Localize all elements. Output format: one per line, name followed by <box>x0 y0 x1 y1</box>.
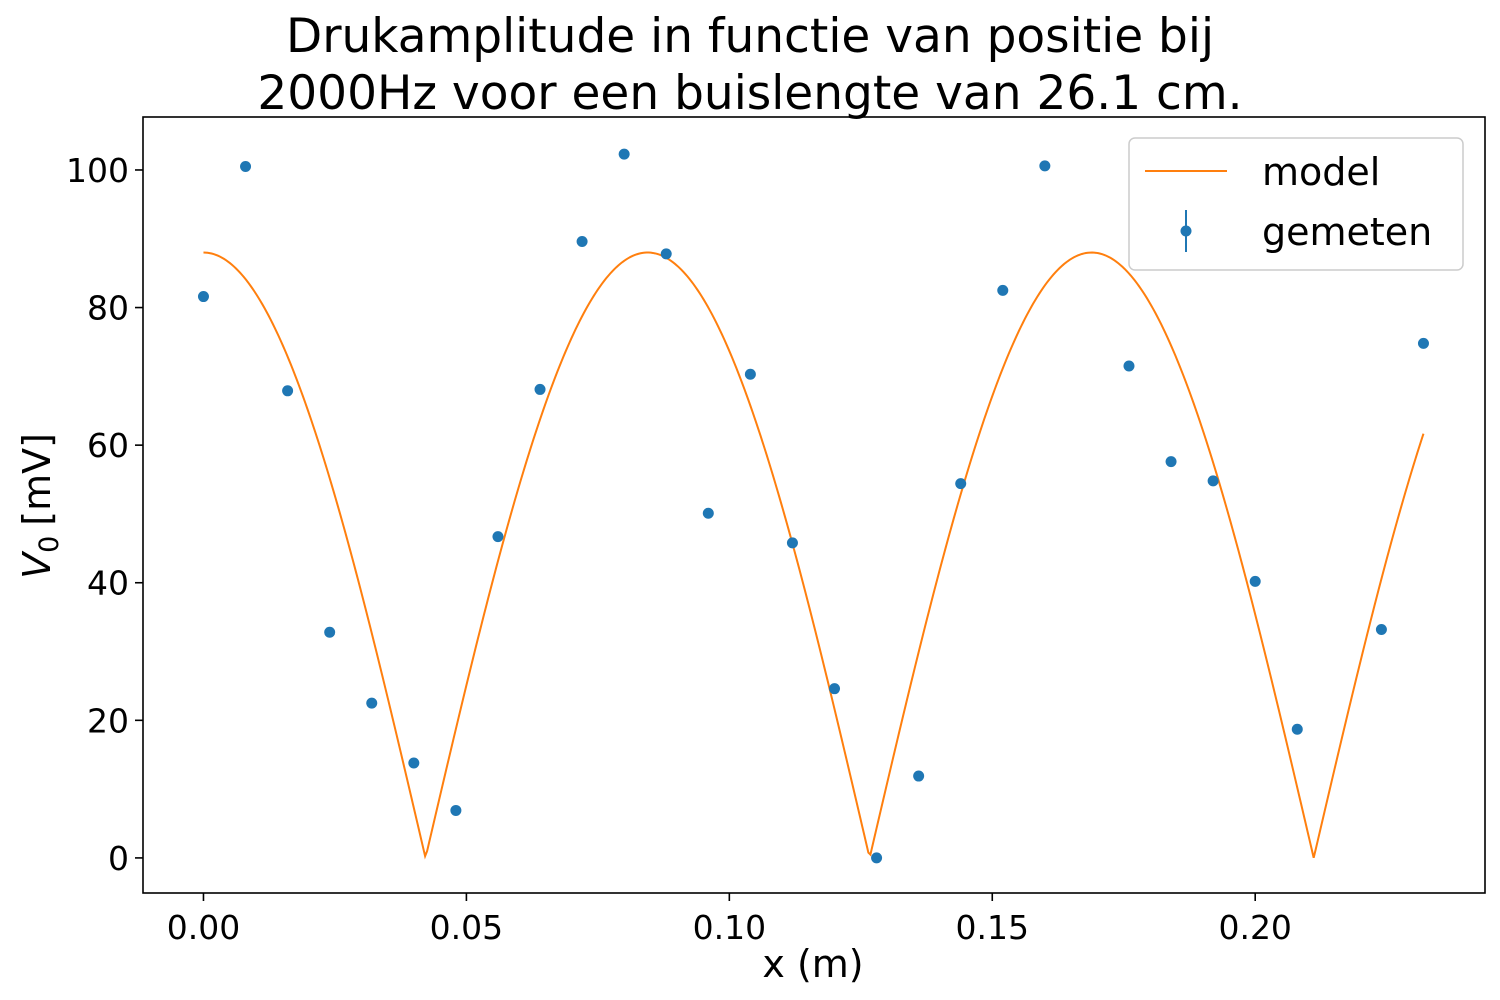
y-axis-label-symbol: V <box>15 550 59 579</box>
x-tick-label-2: 0.10 <box>693 908 766 947</box>
data-point-gemeten-2 <box>282 385 294 397</box>
data-point-gemeten-13 <box>744 368 756 380</box>
data-point-gemeten-6 <box>450 804 462 816</box>
data-point-gemeten-7 <box>492 531 504 543</box>
y-tick-label-1: 20 <box>87 701 129 740</box>
legend: model gemeten <box>1128 137 1464 271</box>
legend-model-label: model <box>1262 150 1380 194</box>
plot-frame <box>142 116 1486 894</box>
data-point-gemeten-5 <box>408 757 420 769</box>
y-axis-label: V0 [mV] <box>15 433 65 579</box>
data-point-gemeten-27 <box>1417 337 1429 349</box>
data-point-gemeten-0 <box>197 291 209 303</box>
data-point-gemeten-26 <box>1375 624 1387 636</box>
data-point-gemeten-10 <box>618 148 630 160</box>
x-axis-label: x (m) <box>762 942 863 986</box>
data-point-gemeten-23 <box>1207 475 1219 487</box>
y-tick-label-5: 100 <box>66 151 129 190</box>
y-tick-label-3: 60 <box>87 426 129 465</box>
data-point-gemeten-9 <box>576 236 588 248</box>
y-axis-label-unit: [mV] <box>15 433 59 526</box>
y-axis: 0 20 40 60 80 100 <box>66 151 143 878</box>
data-point-gemeten-1 <box>240 161 252 173</box>
x-tick-label-1: 0.05 <box>430 908 503 947</box>
y-axis-label-subscript: 0 <box>34 536 65 553</box>
data-point-gemeten-18 <box>955 478 967 490</box>
data-point-gemeten-3 <box>324 626 336 638</box>
x-tick-label-3: 0.15 <box>956 908 1029 947</box>
data-point-gemeten-21 <box>1123 360 1135 372</box>
data-point-gemeten-11 <box>660 248 672 260</box>
legend-gemeten-label: gemeten <box>1262 210 1432 254</box>
data-point-gemeten-8 <box>534 383 546 395</box>
x-tick-label-4: 0.20 <box>1218 908 1291 947</box>
legend-gemeten-marker <box>1180 225 1192 237</box>
data-point-gemeten-14 <box>786 537 798 549</box>
y-tick-label-2: 40 <box>87 564 129 603</box>
data-point-gemeten-16 <box>871 852 883 864</box>
data-point-gemeten-4 <box>366 697 378 709</box>
data-point-gemeten-24 <box>1249 575 1261 587</box>
data-point-gemeten-25 <box>1291 723 1303 735</box>
chart-title-line-2: 2000Hz voor een buislengte van 26.1 cm. <box>257 66 1243 121</box>
y-tick-label-4: 80 <box>87 289 129 328</box>
x-axis: 0.00 0.05 0.10 0.15 0.20 <box>167 893 1292 947</box>
plot-area <box>142 116 1486 894</box>
model-line <box>203 251 1425 860</box>
y-tick-label-0: 0 <box>108 839 129 878</box>
data-point-gemeten-12 <box>702 507 714 519</box>
data-point-gemeten-15 <box>829 683 841 695</box>
chart-title-line-1: Drukamplitude in functie van positie bij <box>286 9 1214 64</box>
data-point-gemeten-17 <box>913 770 925 782</box>
data-point-gemeten-20 <box>1039 160 1051 172</box>
x-tick-label-0: 0.00 <box>167 908 240 947</box>
data-point-gemeten-19 <box>997 284 1009 296</box>
data-point-gemeten-22 <box>1165 456 1177 468</box>
chart-title: Drukamplitude in functie van positie bij… <box>0 8 1500 122</box>
